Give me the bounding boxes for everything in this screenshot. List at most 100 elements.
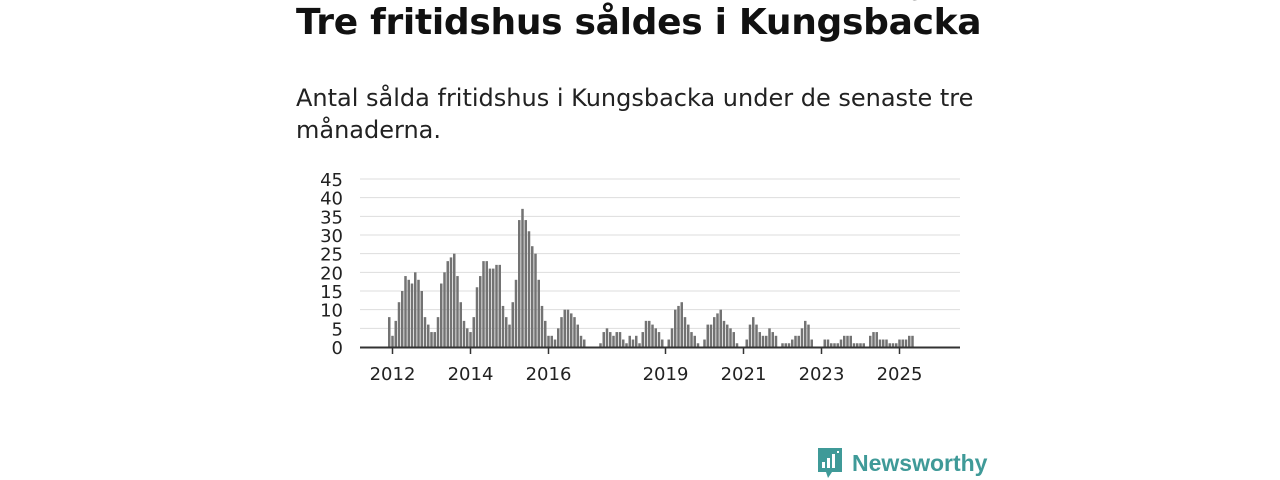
- bar: [856, 343, 859, 347]
- bar: [394, 320, 397, 347]
- bar: [508, 324, 511, 347]
- bar: [420, 291, 423, 347]
- bar: [836, 343, 839, 347]
- bar: [391, 335, 394, 347]
- bar: [641, 332, 644, 347]
- bar: [440, 283, 443, 347]
- bar: [667, 339, 670, 347]
- bar: [794, 335, 797, 347]
- bar: [410, 283, 414, 347]
- bar: [430, 332, 433, 347]
- bar: [397, 302, 401, 347]
- bar: [453, 253, 456, 347]
- bar: [908, 335, 911, 347]
- bar: [635, 335, 638, 347]
- bar: [563, 309, 566, 347]
- bar: [479, 276, 482, 347]
- bar: [732, 332, 735, 347]
- bar: [885, 339, 888, 347]
- bar: [456, 276, 459, 347]
- bar: [443, 272, 446, 347]
- page-title: Tre fritidshus såldes i Kungsbacka: [296, 2, 982, 43]
- x-tick-label: 2019: [643, 364, 689, 385]
- bar: [401, 291, 404, 347]
- bar: [797, 335, 800, 347]
- bar: [846, 335, 849, 347]
- bar: [527, 231, 531, 347]
- bar: [492, 268, 495, 347]
- y-tick-label: 35: [320, 207, 343, 228]
- bar: [833, 343, 836, 347]
- bar: [427, 324, 430, 347]
- bar: [716, 313, 719, 347]
- bar: [800, 328, 804, 347]
- bar: [670, 328, 674, 347]
- bar: [644, 320, 648, 347]
- bar: [745, 339, 748, 347]
- bar: [615, 332, 618, 347]
- bar: [862, 343, 865, 347]
- bar: [524, 220, 527, 347]
- bar: [557, 328, 560, 347]
- bar: [605, 328, 609, 347]
- bar: [787, 343, 791, 347]
- bar: [843, 335, 846, 347]
- bar: [729, 328, 732, 347]
- bar: [735, 343, 739, 347]
- bar: [488, 268, 492, 347]
- bar: [891, 343, 895, 347]
- bar: [505, 317, 508, 347]
- bar: [690, 332, 693, 347]
- bar: [414, 272, 417, 347]
- bar: [755, 324, 758, 347]
- bar: [433, 332, 436, 347]
- bar: [693, 335, 696, 347]
- x-tick-label: 2023: [799, 364, 845, 385]
- bar: [537, 279, 540, 347]
- bar: [895, 343, 898, 347]
- bar: [687, 324, 690, 347]
- x-axis-ticks: 2012 2014 2016 2019 2021 2023 2025: [370, 348, 923, 385]
- bar: [791, 339, 794, 347]
- bar: [459, 302, 462, 347]
- bar: [498, 264, 501, 347]
- bar: [628, 335, 631, 347]
- brand-name: Newsworthy: [852, 449, 988, 476]
- bar: [852, 343, 856, 347]
- x-tick-label: 2025: [877, 364, 923, 385]
- bar: [550, 335, 553, 347]
- x-tick-label: 2016: [526, 364, 572, 385]
- annotations: 3: [910, 0, 922, 5]
- bar: [576, 324, 579, 347]
- bar: [784, 343, 787, 347]
- bar: [579, 335, 583, 347]
- bar: [449, 257, 453, 347]
- bar: [680, 302, 683, 347]
- bar: [648, 320, 651, 347]
- bar: [839, 339, 843, 347]
- bar: [472, 317, 475, 347]
- bar: [475, 287, 479, 347]
- bar: [709, 324, 713, 347]
- bar: [810, 339, 813, 347]
- bar: [514, 279, 518, 347]
- y-tick-label: 40: [320, 189, 343, 210]
- x-tick-label: 2021: [721, 364, 767, 385]
- bar: [482, 261, 485, 347]
- bar: [726, 324, 729, 347]
- bar: [654, 328, 657, 347]
- bars: [388, 208, 914, 347]
- bar: [560, 317, 563, 347]
- bar: [511, 302, 514, 347]
- bar: [696, 343, 700, 347]
- bar: [807, 324, 810, 347]
- bar: [625, 343, 628, 347]
- bar: [901, 339, 904, 347]
- bar: [719, 309, 722, 347]
- bar: [882, 339, 885, 347]
- bar: [583, 339, 586, 347]
- bar: [566, 309, 570, 347]
- bar: [609, 332, 612, 347]
- newsworthy-logo-icon: [818, 448, 842, 478]
